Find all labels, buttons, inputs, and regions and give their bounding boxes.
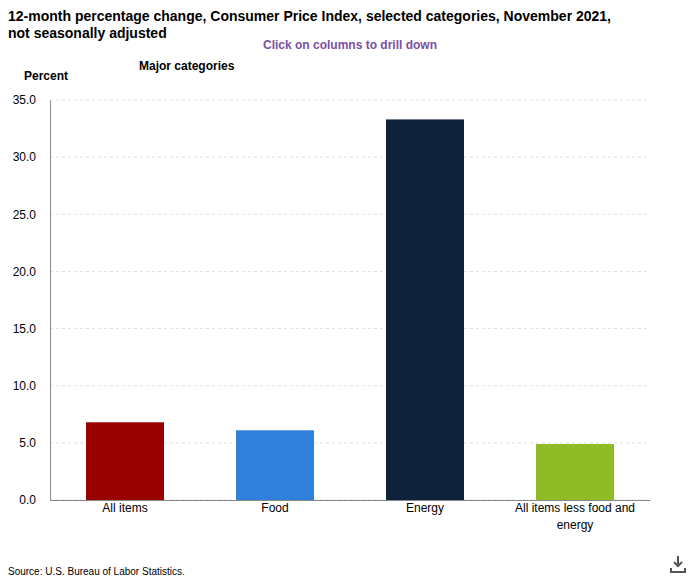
x-tick: All items: [102, 500, 147, 515]
y-tick: 5.0: [19, 436, 50, 450]
y-axis: 0.0 5.0 10.0 15.0 20.0 25.0 30.0 35.0: [13, 93, 51, 507]
download-icon[interactable]: [671, 556, 685, 572]
y-tick: 35.0: [13, 93, 50, 107]
chart: 12-month percentage change, Consumer Pri…: [0, 0, 700, 580]
grid: [50, 100, 650, 500]
grid-line: [50, 328, 650, 329]
y-tick: 0.0: [19, 493, 50, 507]
y-tick-label: 35.0: [13, 93, 37, 107]
download-icon-path: [671, 556, 685, 572]
x-axis: All items Food Energy All items less food a…: [51, 500, 651, 532]
y-tick-label: 10.0: [13, 379, 37, 393]
y-tick-label: 20.0: [13, 265, 37, 279]
bar[interactable]: [236, 430, 314, 500]
grid-line: [50, 271, 650, 272]
annotation: Major categories: [139, 59, 235, 73]
y-tick-label: 0.0: [19, 493, 36, 507]
grid-line: [50, 157, 650, 158]
bar[interactable]: [536, 444, 614, 500]
bar[interactable]: [86, 422, 164, 500]
y-tick-label: 15.0: [13, 322, 37, 336]
y-axis-title: Percent: [24, 69, 68, 83]
x-tick-label: All items less food andenergy: [515, 501, 635, 532]
y-tick: 25.0: [13, 208, 50, 222]
y-tick-label: 5.0: [19, 436, 36, 450]
y-tick-label: 30.0: [13, 150, 37, 164]
y-tick-label: 25.0: [13, 208, 37, 222]
grid-line: [50, 100, 650, 101]
title: 12-month percentage change, Consumer Pri…: [8, 8, 611, 41]
source: Source: U.S. Bureau of Labor Statistics.: [8, 566, 185, 577]
x-tick: Food: [261, 500, 288, 515]
y-tick: 10.0: [13, 379, 50, 393]
grid-line: [50, 385, 650, 386]
x-tick-label: Energy: [406, 501, 444, 515]
x-tick: Energy: [406, 500, 444, 515]
y-tick: 30.0: [13, 150, 50, 164]
x-tick: All items less food andenergy: [515, 500, 635, 532]
bar[interactable]: [386, 119, 464, 500]
grid-line: [50, 214, 650, 215]
y-tick: 15.0: [13, 322, 50, 336]
subtitle: Click on columns to drill down: [263, 38, 437, 52]
x-tick-label: All items: [102, 501, 147, 515]
x-tick-label: Food: [261, 501, 288, 515]
y-tick: 20.0: [13, 265, 50, 279]
bars: [86, 119, 614, 500]
y-axis-line: [50, 101, 51, 501]
